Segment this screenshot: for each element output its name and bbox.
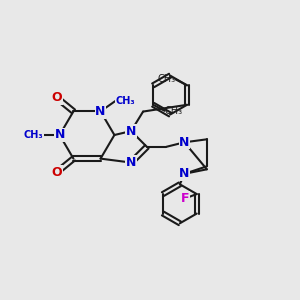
Text: N: N (126, 124, 136, 138)
Text: CH₃: CH₃ (23, 130, 43, 140)
Text: N: N (179, 136, 190, 149)
Text: N: N (95, 105, 106, 118)
Text: O: O (52, 92, 62, 104)
Text: N: N (179, 167, 190, 180)
Text: CH₃: CH₃ (116, 96, 135, 106)
Text: CH₃: CH₃ (158, 74, 175, 84)
Text: O: O (52, 166, 62, 178)
Text: N: N (54, 128, 65, 142)
Text: N: N (126, 156, 136, 169)
Text: F: F (181, 192, 189, 205)
Text: CH₃: CH₃ (165, 106, 183, 116)
